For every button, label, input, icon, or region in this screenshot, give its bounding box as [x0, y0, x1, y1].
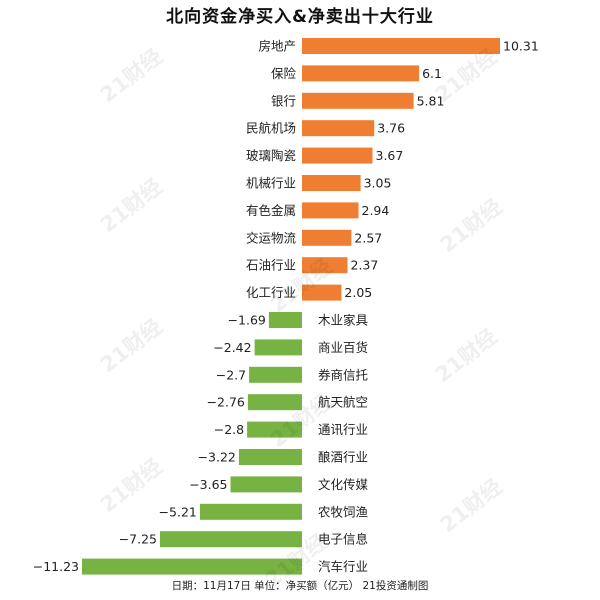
value-label: −5.21 — [159, 504, 197, 519]
category-label: 汽车行业 — [318, 559, 368, 574]
bar — [199, 503, 302, 520]
bar — [247, 394, 302, 411]
chart-footer: 日期：11月17日 单位：净买额（亿元） 21投资通制图 — [171, 580, 429, 592]
value-label: −7.25 — [119, 532, 157, 547]
bar — [247, 421, 302, 438]
value-label: 3.67 — [376, 148, 404, 163]
category-label: 券商信托 — [318, 367, 368, 382]
value-label: −11.23 — [33, 559, 79, 574]
value-label: 2.57 — [354, 230, 382, 245]
bar — [238, 449, 302, 465]
category-label: 通讯行业 — [318, 422, 368, 437]
category-label: 交运物流 — [246, 230, 297, 245]
category-label: 石油行业 — [246, 258, 296, 273]
value-label: −2.42 — [213, 340, 251, 355]
value-label: −2.76 — [207, 395, 245, 410]
bar — [302, 120, 375, 137]
bar — [302, 202, 359, 219]
value-label: 2.94 — [362, 203, 390, 218]
value-label: 2.37 — [351, 258, 379, 273]
value-label: −3.65 — [189, 477, 227, 492]
category-label: 玻璃陶瓷 — [246, 148, 296, 163]
bar — [302, 229, 352, 246]
category-label: 航天航空 — [318, 395, 368, 410]
bar — [160, 531, 302, 548]
category-label: 电子信息 — [318, 532, 368, 547]
bar — [254, 339, 302, 356]
value-label: −1.69 — [228, 313, 266, 328]
category-label: 民航机场 — [246, 121, 296, 136]
category-label: 木业家具 — [318, 313, 369, 328]
chart-title: 北向资金净买入&净卖出十大行业 — [166, 7, 434, 27]
value-label: 6.1 — [422, 66, 442, 81]
category-label: 银行 — [271, 93, 296, 108]
bar — [302, 257, 348, 274]
category-label: 房地产 — [258, 39, 296, 54]
category-label: 机械行业 — [246, 176, 296, 191]
bar — [302, 284, 342, 301]
category-label: 有色金属 — [246, 203, 296, 218]
value-label: 5.81 — [417, 93, 445, 108]
category-label: 酿酒行业 — [318, 450, 368, 465]
category-label: 文化传媒 — [318, 477, 369, 492]
value-label: −2.8 — [214, 422, 244, 437]
category-label: 化工行业 — [246, 285, 296, 300]
category-label: 保险 — [271, 66, 297, 81]
bar — [82, 558, 302, 575]
value-label: 2.05 — [344, 285, 372, 300]
bar — [268, 312, 302, 328]
bar — [302, 92, 414, 109]
bar — [302, 147, 373, 164]
value-label: −3.22 — [198, 450, 236, 465]
value-label: 3.76 — [377, 121, 405, 136]
bar — [302, 38, 500, 54]
bar — [249, 366, 302, 383]
bar — [230, 476, 302, 493]
category-label: 商业百货 — [318, 340, 368, 355]
value-label: 10.31 — [503, 39, 539, 54]
bar — [302, 65, 420, 82]
value-label: −2.7 — [216, 367, 246, 382]
value-label: 3.05 — [364, 176, 392, 191]
category-label: 农牧饲渔 — [318, 504, 368, 519]
bar — [302, 175, 361, 191]
